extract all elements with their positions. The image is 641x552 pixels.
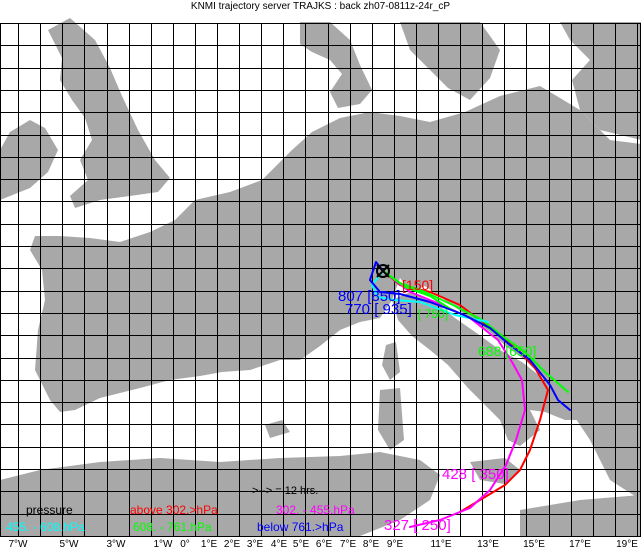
label-green-688: 688 [650] <box>478 343 536 359</box>
label-magenta-327-value: 327 <box>384 517 410 534</box>
trajectory-red <box>382 270 549 513</box>
x-tick-label: 17°E <box>569 539 591 550</box>
legend-interval: >--> = 12 hrs. <box>252 485 319 497</box>
land-corsica <box>382 342 400 380</box>
x-tick-label: 7°W <box>8 539 28 550</box>
x-tick-label: 13°E <box>477 539 499 550</box>
land-masses <box>0 18 641 536</box>
land-africa-east <box>520 495 641 536</box>
label-green-650-value: [650] <box>505 343 537 359</box>
x-tick-label: 6°E <box>315 539 333 550</box>
label-green-688-value: 688 <box>478 343 502 359</box>
x-tick-label: 0° <box>180 539 190 550</box>
x-tick-label: 15°E <box>523 539 545 550</box>
trajectory-blue <box>369 261 571 411</box>
label-magenta-350-value: [ 350] <box>471 466 509 483</box>
x-tick-label: 19°E <box>616 539 638 550</box>
x-tick-label: 7°E <box>339 539 357 550</box>
land-ireland <box>0 120 58 200</box>
land-italy <box>392 292 590 446</box>
land-balearics <box>265 420 290 438</box>
trajectory-cyan <box>371 270 489 323</box>
legend-below: below 761.>hPa <box>257 520 344 534</box>
label-red-bracket: [150] <box>402 277 434 293</box>
x-tick-label: 3°W <box>106 539 126 550</box>
label-magenta-428-value: 428 <box>442 466 468 483</box>
x-tick-label: 1°E <box>200 539 218 550</box>
land-continent <box>30 86 641 420</box>
land-scandinavia-east <box>400 22 500 100</box>
legend-pressure: pressure <box>26 503 73 517</box>
label-blue-807: 807 [850] <box>338 288 401 305</box>
label-blue-935-value: [ 935] <box>374 301 412 318</box>
legend-above: above 302.>hPa <box>130 503 218 517</box>
land-sardinia <box>378 388 404 450</box>
x-tick-label: 5°E <box>292 539 310 550</box>
x-tick-label: 1°W <box>153 539 173 550</box>
legend-mid: 302. - 455.hPa <box>276 503 355 517</box>
lat-lon-grid <box>0 23 641 537</box>
legend-low: 608. - 761.hPa <box>133 520 212 534</box>
land-baltic-east <box>560 22 641 140</box>
x-tick-label: 9°E <box>386 539 404 550</box>
label-red-150: 150[150] <box>382 277 433 293</box>
trajectories <box>369 261 571 528</box>
land-scandinavia <box>300 22 372 108</box>
crossed-circle-icon <box>376 264 390 278</box>
label-magenta-327: 327 [ 250] <box>384 517 451 534</box>
label-blue-770: 770 [ 935] <box>345 301 412 318</box>
x-tick-label: 3°E <box>246 539 264 550</box>
label-magenta-428: 428 [ 350] <box>442 466 509 483</box>
x-tick-label: 8°E <box>362 539 380 550</box>
legend-light: 455. - 608.hPa <box>6 520 85 534</box>
label-blue-770-value: 770 <box>345 301 371 318</box>
x-tick-label: 4°E <box>270 539 288 550</box>
x-tick-label: 5°W <box>59 539 79 550</box>
x-tick-label: 2°E <box>223 539 241 550</box>
label-blue-850-value: [850] <box>367 288 401 305</box>
label-blue-807-value: 807 <box>338 288 364 305</box>
map-title: KNMI trajectory server TRAJKS : back zh0… <box>190 1 451 12</box>
x-tick-label: 11°E <box>430 539 452 550</box>
label-magenta-250-value: [ 250] <box>413 517 451 534</box>
label-green-750: [ 750] <box>418 307 449 321</box>
